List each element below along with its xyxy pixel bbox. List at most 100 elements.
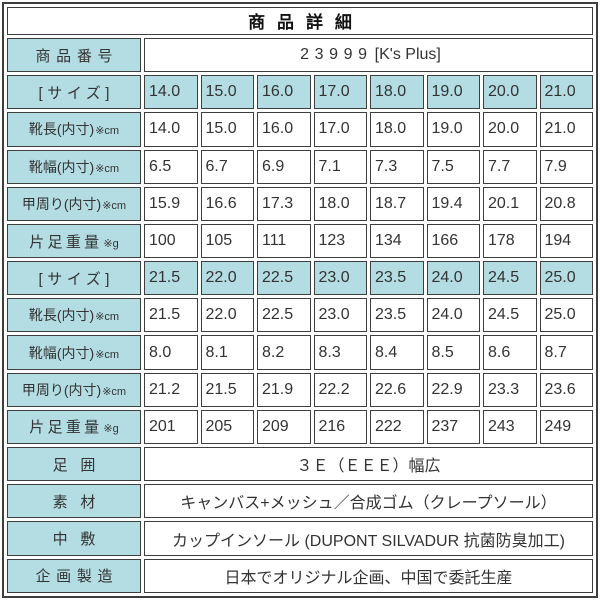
size-cell: 23.5: [370, 261, 424, 296]
label-unit: ※cm: [95, 311, 120, 324]
single-shoe-weight-row-block2: 片足重量※g 201 205 209 216 222 237 243 249: [7, 409, 593, 445]
size-cell: 21.5: [144, 261, 198, 296]
value-cell: 21.5: [144, 298, 198, 333]
value-cell: 17.0: [313, 112, 367, 147]
label-unit: ※cm: [95, 125, 120, 138]
size-cell: 18.0: [370, 75, 424, 110]
label-text: 片足重量: [29, 419, 103, 437]
value-cell: 25.0: [539, 298, 593, 333]
value-cell: 18.0: [313, 186, 367, 221]
value-cell: 222: [370, 409, 424, 445]
label-unit: ※g: [103, 423, 119, 436]
value-cell: 19.0: [426, 112, 480, 147]
size-cell: 21.0: [539, 75, 593, 110]
insole-row: 中敷 カップインソール (DUPONT SILVADUR 抗菌防臭加工): [7, 521, 593, 556]
value-cell: 21.5: [200, 372, 254, 407]
size-row-block2: [サイズ] 21.5 22.0 22.5 23.0 23.5 24.0 24.5…: [7, 261, 593, 296]
product-number-label: 商品番号: [7, 37, 141, 73]
value-cell: 20.1: [483, 186, 537, 221]
product-number-text: 23999: [300, 46, 373, 64]
instep-girth-row-block1: 甲周り(内寸)※cm 15.9 16.6 17.3 18.0 18.7 19.4…: [7, 186, 593, 221]
product-brand-text: [K's Plus]: [374, 46, 441, 64]
foot-circumference-label: 足囲: [7, 447, 141, 482]
value-cell: 194: [539, 223, 593, 259]
size-cell: 14.0: [144, 75, 198, 110]
value-cell: 8.3: [313, 335, 367, 370]
material-row: 素材 キャンバス+メッシュ／合成ゴム（クレープソール）: [7, 484, 593, 519]
product-number-value: 23999 [K's Plus]: [144, 37, 593, 73]
value-cell: 201: [144, 409, 198, 445]
value-cell: 209: [257, 409, 311, 445]
label-text: 片足重量: [29, 233, 103, 251]
value-cell: 23.3: [483, 372, 537, 407]
value-cell: 23.0: [313, 298, 367, 333]
label-text: 靴長(内寸): [28, 121, 95, 138]
foot-circumference-value: ３Ｅ（ＥＥＥ）幅広: [144, 447, 593, 482]
value-cell: 8.4: [370, 335, 424, 370]
label-text: 靴長(内寸): [28, 307, 95, 324]
size-cell: 24.0: [426, 261, 480, 296]
value-cell: 7.7: [483, 149, 537, 184]
value-cell: 20.0: [483, 112, 537, 147]
shoe-width-label: 靴幅(内寸)※cm: [7, 149, 141, 184]
weight-label: 片足重量※g: [7, 223, 141, 259]
value-cell: 21.2: [144, 372, 198, 407]
value-cell: 22.2: [313, 372, 367, 407]
manufacturing-value: 日本でオリジナル企画、中国で委託生産: [144, 558, 593, 593]
value-cell: 22.6: [370, 372, 424, 407]
value-cell: 22.9: [426, 372, 480, 407]
value-cell: 166: [426, 223, 480, 259]
value-cell: 134: [370, 223, 424, 259]
size-cell: 16.0: [257, 75, 311, 110]
label-unit: ※cm: [95, 162, 120, 175]
weight-label: 片足重量※g: [7, 409, 141, 445]
value-cell: 6.5: [144, 149, 198, 184]
value-cell: 7.1: [313, 149, 367, 184]
size-cell: 20.0: [483, 75, 537, 110]
size-cell: 22.0: [200, 261, 254, 296]
value-cell: 8.1: [200, 335, 254, 370]
size-cell: 22.5: [257, 261, 311, 296]
single-shoe-weight-row-block1: 片足重量※g 100 105 111 123 134 166 178 194: [7, 223, 593, 259]
material-value: キャンバス+メッシュ／合成ゴム（クレープソール）: [144, 484, 593, 519]
label-text: 甲周り(内寸): [21, 195, 102, 212]
value-cell: 6.9: [257, 149, 311, 184]
value-cell: 249: [539, 409, 593, 445]
value-cell: 15.0: [200, 112, 254, 147]
value-cell: 100: [144, 223, 198, 259]
value-cell: 8.5: [426, 335, 480, 370]
value-cell: 8.2: [257, 335, 311, 370]
value-cell: 22.5: [257, 298, 311, 333]
value-cell: 24.5: [483, 298, 537, 333]
foot-circumference-row: 足囲 ３Ｅ（ＥＥＥ）幅広: [7, 447, 593, 482]
shoe-width-label: 靴幅(内寸)※cm: [7, 335, 141, 370]
value-cell: 6.7: [200, 149, 254, 184]
shoe-length-row-block2: 靴長(内寸)※cm 21.5 22.0 22.5 23.0 23.5 24.0 …: [7, 298, 593, 333]
label-unit: ※cm: [102, 199, 127, 212]
shoe-length-label: 靴長(内寸)※cm: [7, 298, 141, 333]
size-row-block1: [サイズ] 14.0 15.0 16.0 17.0 18.0 19.0 20.0…: [7, 75, 593, 110]
value-cell: 14.0: [144, 112, 198, 147]
value-cell: 16.0: [257, 112, 311, 147]
insole-value: カップインソール (DUPONT SILVADUR 抗菌防臭加工): [144, 521, 593, 556]
value-cell: 8.0: [144, 335, 198, 370]
label-unit: ※g: [103, 237, 119, 250]
insole-label: 中敷: [7, 521, 141, 556]
label-text: 靴幅(内寸): [28, 158, 95, 175]
material-label: 素材: [7, 484, 141, 519]
manufacturing-row: 企画製造 日本でオリジナル企画、中国で委託生産: [7, 558, 593, 593]
label-text: 靴幅(内寸): [28, 344, 95, 361]
shoe-width-row-block1: 靴幅(内寸)※cm 6.5 6.7 6.9 7.1 7.3 7.5 7.7 7.…: [7, 149, 593, 184]
value-cell: 15.9: [144, 186, 198, 221]
page-title: 商品詳細: [7, 7, 593, 35]
product-number-row: 商品番号 23999 [K's Plus]: [7, 37, 593, 73]
label-unit: ※cm: [102, 385, 127, 398]
size-cell: 19.0: [426, 75, 480, 110]
size-row-label: [サイズ]: [7, 261, 141, 296]
value-cell: 7.5: [426, 149, 480, 184]
size-cell: 17.0: [313, 75, 367, 110]
shoe-width-row-block2: 靴幅(内寸)※cm 8.0 8.1 8.2 8.3 8.4 8.5 8.6 8.…: [7, 335, 593, 370]
value-cell: 7.9: [539, 149, 593, 184]
value-cell: 8.7: [539, 335, 593, 370]
